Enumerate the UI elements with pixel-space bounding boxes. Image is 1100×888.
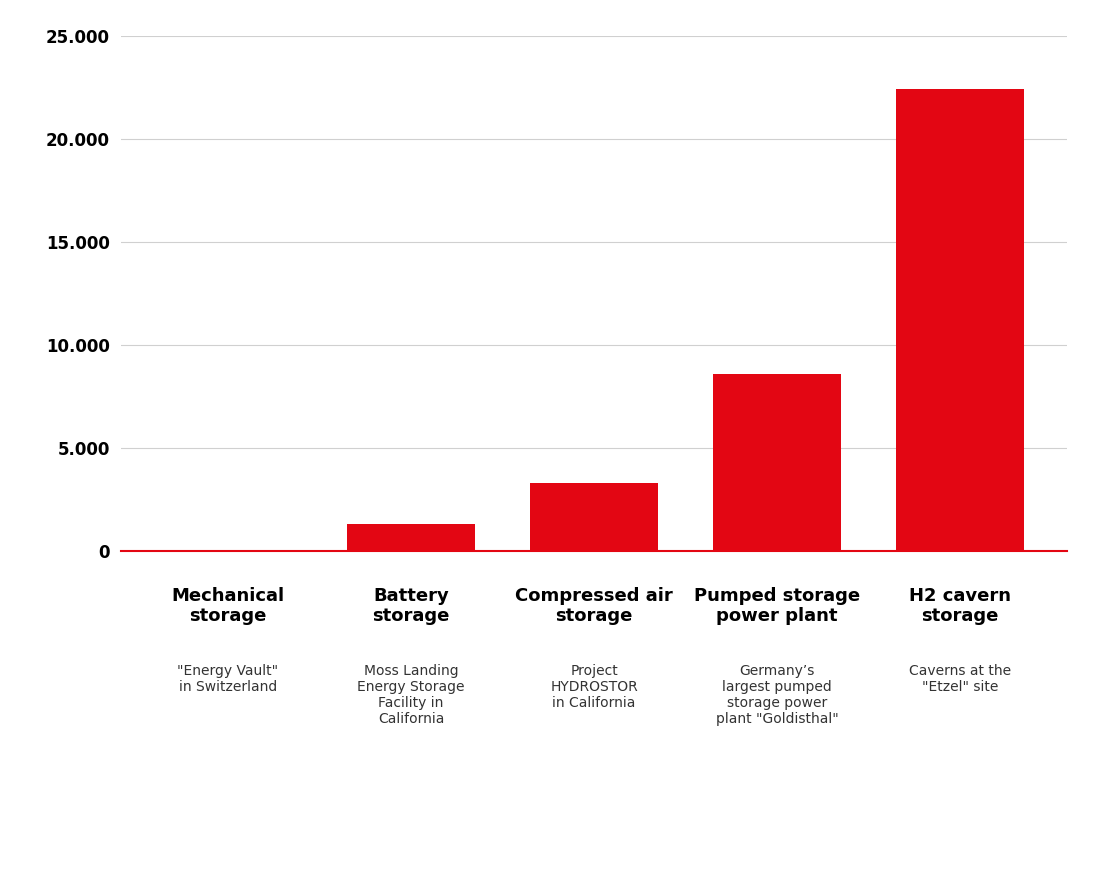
Text: Compressed air
storage: Compressed air storage xyxy=(515,587,673,625)
Text: "Energy Vault"
in Switzerland: "Energy Vault" in Switzerland xyxy=(177,664,278,694)
Text: H2 cavern
storage: H2 cavern storage xyxy=(909,587,1011,625)
Text: Germany’s
largest pumped
storage power
plant "Goldisthal": Germany’s largest pumped storage power p… xyxy=(716,664,838,726)
Text: Battery
storage: Battery storage xyxy=(372,587,450,625)
Bar xyxy=(530,482,658,551)
Bar xyxy=(713,375,842,551)
Bar xyxy=(346,524,475,551)
Text: Moss Landing
Energy Storage
Facility in
California: Moss Landing Energy Storage Facility in … xyxy=(358,664,465,726)
Text: Caverns at the
"Etzel" site: Caverns at the "Etzel" site xyxy=(909,664,1011,694)
Text: Mechanical
storage: Mechanical storage xyxy=(172,587,285,625)
Text: Project
HYDROSTOR
in California: Project HYDROSTOR in California xyxy=(550,664,638,710)
Text: Pumped storage
power plant: Pumped storage power plant xyxy=(694,587,860,625)
Bar xyxy=(895,89,1024,551)
